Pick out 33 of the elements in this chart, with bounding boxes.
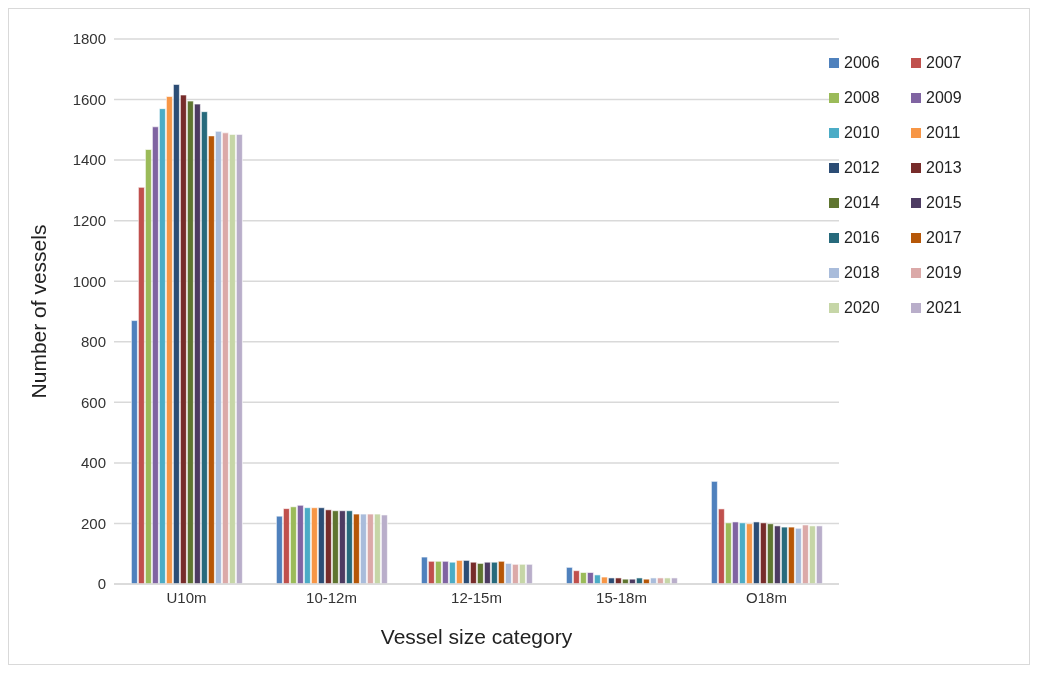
y-tick-label: 1400 [72,151,106,169]
y-tick-label: 1800 [72,30,106,48]
y-tick-label: 800 [80,333,106,351]
y-tick-label: 200 [80,514,106,532]
x-tick-label: O18m [746,588,787,606]
legend-label: 2016 [844,229,880,247]
legend-label: 2007 [926,54,962,72]
legend-label: 2020 [844,299,880,317]
legend-label: 2008 [844,89,880,107]
y-tick-label: 400 [80,454,106,472]
legend-label: 2021 [926,299,962,317]
y-tick-label: 1200 [72,211,106,229]
legend-label: 2011 [926,124,961,142]
y-tick-label: 1000 [72,272,106,290]
legend-label: 2018 [844,264,880,282]
x-axis-title: Vessel size category [380,625,573,648]
legend-label: 2006 [844,54,880,72]
legend-label: 2015 [926,194,962,212]
x-tick-label: 10-12m [306,588,357,606]
legend-label: 2009 [926,89,962,107]
legend-label: 2010 [844,124,880,142]
y-tick-label: 0 [97,575,106,593]
y-tick-label: 600 [80,393,106,411]
legend-label: 2019 [926,264,962,282]
y-tick-label: 1600 [72,90,106,108]
legend-label: 2013 [926,159,962,177]
y-axis-title: Number of vessels [27,224,51,399]
x-tick-label: U10m [166,588,207,606]
x-tick-label: 12-15m [451,588,502,606]
legend-label: 2012 [844,159,880,177]
x-tick-label: 15-18m [596,588,647,606]
legend-label: 2014 [844,194,880,212]
legend-label: 2017 [926,229,962,247]
